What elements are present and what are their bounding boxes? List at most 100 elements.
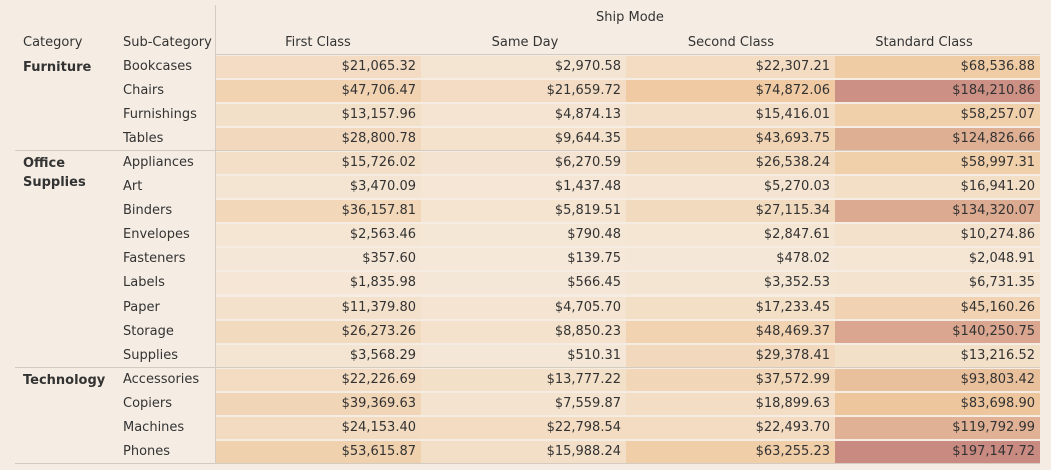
sub-category-label: Paper: [123, 299, 160, 315]
data-cell: [216, 320, 421, 343]
data-label: $5,819.51: [554, 203, 621, 219]
data-label: $8,850.23: [554, 323, 621, 339]
data-label: $2,048.91: [968, 251, 1035, 267]
data-label: $357.60: [362, 251, 416, 267]
data-cell: [421, 104, 626, 127]
data-label: $15,416.01: [755, 107, 830, 123]
data-cell: [835, 272, 1040, 295]
column-header: First Class: [285, 35, 351, 50]
data-label: $29,378.41: [755, 347, 830, 363]
data-cell: [216, 200, 421, 223]
data-cell: [835, 152, 1040, 175]
data-label: $13,157.96: [341, 107, 416, 123]
data-label: $13,777.22: [546, 371, 621, 387]
data-cell: [216, 152, 421, 175]
data-label: $26,273.26: [341, 323, 416, 339]
sub-category-label: Machines: [123, 419, 185, 435]
data-cell: [626, 440, 835, 463]
data-cell: [626, 320, 835, 343]
data-label: $43,693.75: [755, 131, 830, 147]
sub-category-label: Storage: [123, 323, 174, 339]
data-label: $21,659.72: [546, 83, 621, 99]
data-label: $36,157.81: [341, 203, 416, 219]
data-label: $6,731.35: [968, 275, 1035, 291]
data-label: $48,469.37: [755, 323, 830, 339]
data-cell: [626, 176, 835, 199]
data-cell: [216, 56, 421, 79]
data-cell: [835, 416, 1040, 439]
data-cell: [421, 152, 626, 175]
data-label: $140,250.75: [952, 323, 1035, 339]
sub-category-label: Tables: [123, 131, 164, 147]
sub-category-header: Sub-Category: [123, 35, 212, 50]
data-cell: [421, 80, 626, 103]
sub-category-label: Furnishings: [123, 107, 197, 123]
data-label: $21,065.32: [341, 59, 416, 74]
header-divider: [216, 54, 1040, 55]
data-cell: [216, 344, 421, 367]
data-label: $39,369.63: [341, 395, 416, 411]
column-header: Standard Class: [875, 35, 973, 50]
data-label: $3,352.53: [763, 275, 830, 291]
data-label: $15,726.02: [341, 155, 416, 171]
data-cell: [421, 320, 626, 343]
data-cell: [216, 296, 421, 319]
data-cell: [421, 296, 626, 319]
data-cell: [835, 128, 1040, 151]
category-divider: [15, 150, 1040, 152]
category-label: Furniture: [23, 60, 92, 75]
data-label: $22,226.69: [341, 371, 416, 387]
row-header-divider: [215, 5, 216, 463]
sub-category-label: Chairs: [123, 83, 165, 99]
data-label: $26,538.24: [755, 155, 830, 171]
data-label: $93,803.42: [960, 371, 1035, 387]
data-label: $16,941.20: [960, 179, 1035, 195]
data-cell: [626, 80, 835, 103]
data-label: $134,320.07: [952, 203, 1035, 219]
data-label: $37,572.99: [755, 371, 830, 387]
data-label: $58,997.31: [960, 155, 1035, 171]
data-cell: [216, 392, 421, 415]
data-label: $18,899.63: [755, 395, 830, 411]
ship-mode-header: Ship Mode: [596, 10, 664, 25]
sub-category-label: Appliances: [123, 155, 194, 171]
sub-category-label: Accessories: [123, 371, 200, 387]
data-cell: [835, 344, 1040, 367]
data-label: $2,847.61: [763, 227, 830, 243]
data-cell: [835, 80, 1040, 103]
data-label: $9,644.35: [554, 131, 621, 147]
data-label: $53,615.87: [341, 443, 416, 459]
data-cell: [626, 368, 835, 391]
data-cell: [216, 176, 421, 199]
data-cell: [626, 416, 835, 439]
data-cell: [626, 272, 835, 295]
data-label: $58,257.07: [960, 107, 1035, 123]
data-label: $3,470.09: [349, 179, 416, 195]
data-cell: [216, 80, 421, 103]
data-cell: [835, 368, 1040, 391]
data-cell: [835, 296, 1040, 319]
data-cell: [626, 104, 835, 127]
data-cell: [216, 368, 421, 391]
category-divider: [15, 462, 1040, 464]
data-label: $68,536.88: [960, 59, 1035, 74]
data-label: $119,792.99: [952, 419, 1035, 435]
data-cell: [626, 392, 835, 415]
sub-category-label: Phones: [123, 443, 171, 459]
data-cell: [835, 392, 1040, 415]
data-label: $7,559.87: [554, 395, 621, 411]
sub-category-label: Bookcases: [123, 59, 193, 74]
sub-category-label: Art: [123, 179, 143, 195]
sub-category-label: Fasteners: [123, 251, 186, 267]
data-label: $5,270.03: [763, 179, 830, 195]
data-label: $63,255.23: [755, 443, 830, 459]
data-label: $17,233.45: [755, 299, 830, 315]
sub-category-label: Supplies: [123, 347, 178, 363]
data-cell: [835, 200, 1040, 223]
data-cell: [835, 56, 1040, 79]
data-cell: [835, 104, 1040, 127]
data-cell: [216, 248, 421, 271]
data-label: $184,210.86: [952, 83, 1035, 99]
data-label: $27,115.34: [755, 203, 830, 219]
data-label: $74,872.06: [755, 83, 830, 99]
